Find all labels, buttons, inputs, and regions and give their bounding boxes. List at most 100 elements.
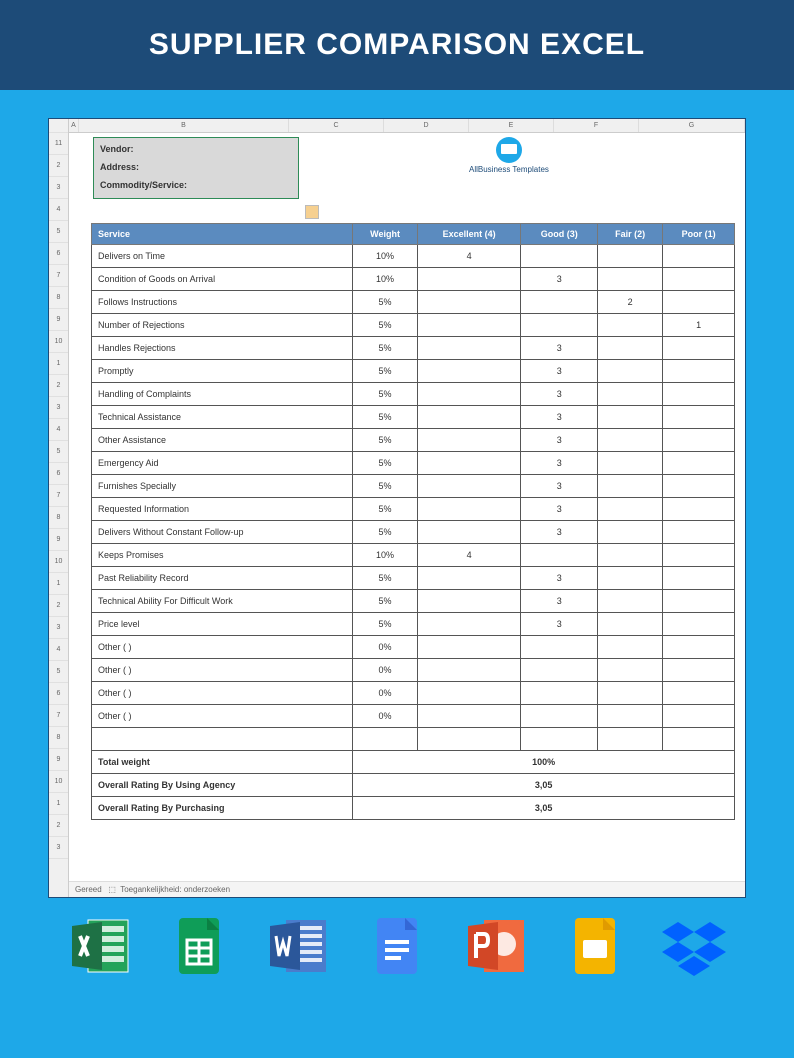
row-number[interactable]: 5 (49, 441, 68, 463)
table-cell[interactable]: 4 (417, 245, 520, 268)
table-cell[interactable] (353, 728, 418, 751)
table-cell[interactable] (598, 544, 663, 567)
table-cell[interactable]: 3 (521, 452, 598, 475)
sheets-icon[interactable] (167, 914, 231, 978)
docs-icon[interactable] (365, 914, 429, 978)
table-cell[interactable]: 3 (521, 475, 598, 498)
slides-icon[interactable] (563, 914, 627, 978)
table-cell[interactable]: Follows Instructions (92, 291, 353, 314)
table-cell[interactable] (663, 337, 735, 360)
table-cell[interactable]: 3 (521, 590, 598, 613)
table-cell[interactable] (598, 567, 663, 590)
table-cell[interactable]: Other Assistance (92, 429, 353, 452)
th-fair[interactable]: Fair (2) (598, 224, 663, 245)
table-cell[interactable]: Delivers Without Constant Follow-up (92, 521, 353, 544)
table-cell[interactable] (598, 682, 663, 705)
table-cell[interactable]: 5% (353, 314, 418, 337)
table-cell[interactable] (663, 682, 735, 705)
table-cell[interactable]: Requested Information (92, 498, 353, 521)
table-cell[interactable] (417, 636, 520, 659)
table-cell[interactable] (417, 521, 520, 544)
table-cell[interactable] (598, 728, 663, 751)
row-number[interactable]: 10 (49, 331, 68, 353)
table-cell[interactable]: Handles Rejections (92, 337, 353, 360)
table-cell[interactable]: 0% (353, 636, 418, 659)
table-cell[interactable] (598, 245, 663, 268)
table-cell[interactable] (598, 429, 663, 452)
row-number[interactable]: 3 (49, 177, 68, 199)
table-cell[interactable]: 5% (353, 475, 418, 498)
table-cell[interactable] (663, 475, 735, 498)
table-cell[interactable]: 3 (521, 337, 598, 360)
table-cell[interactable]: Handling of Complaints (92, 383, 353, 406)
table-cell[interactable]: Technical Assistance (92, 406, 353, 429)
table-cell[interactable]: Past Reliability Record (92, 567, 353, 590)
table-row[interactable]: Technical Assistance5% 3 (92, 406, 735, 429)
table-cell[interactable] (663, 728, 735, 751)
table-cell[interactable] (663, 383, 735, 406)
table-cell[interactable]: 5% (353, 590, 418, 613)
table-cell[interactable] (598, 268, 663, 291)
row-number[interactable]: 3 (49, 837, 68, 859)
row-number[interactable]: 2 (49, 595, 68, 617)
row-number[interactable]: 1 (49, 353, 68, 375)
row-number[interactable]: 4 (49, 639, 68, 661)
table-cell[interactable] (598, 705, 663, 728)
table-cell[interactable]: Emergency Aid (92, 452, 353, 475)
table-row[interactable]: Keeps Promises10%4 (92, 544, 735, 567)
table-cell[interactable] (417, 268, 520, 291)
table-cell[interactable] (598, 475, 663, 498)
table-cell[interactable] (417, 429, 520, 452)
table-cell[interactable] (417, 475, 520, 498)
table-cell[interactable]: 4 (417, 544, 520, 567)
col-G[interactable]: G (639, 119, 745, 132)
table-cell[interactable] (598, 452, 663, 475)
table-row[interactable] (92, 728, 735, 751)
table-cell[interactable]: 3 (521, 406, 598, 429)
table-cell[interactable]: 5% (353, 406, 418, 429)
table-cell[interactable] (663, 429, 735, 452)
vendor-info-box[interactable]: Vendor: Address: Commodity/Service: (93, 137, 299, 199)
th-poor[interactable]: Poor (1) (663, 224, 735, 245)
table-row[interactable]: Promptly5%3 (92, 360, 735, 383)
table-row[interactable]: Technical Ability For Difficult Work5% 3 (92, 590, 735, 613)
table-cell[interactable] (663, 498, 735, 521)
table-cell[interactable]: Price level (92, 613, 353, 636)
table-cell[interactable]: 0% (353, 705, 418, 728)
table-cell[interactable]: 5% (353, 498, 418, 521)
row-number[interactable]: 2 (49, 155, 68, 177)
table-cell[interactable] (663, 245, 735, 268)
row-number[interactable]: 6 (49, 463, 68, 485)
table-cell[interactable] (521, 291, 598, 314)
table-cell[interactable] (663, 544, 735, 567)
table-cell[interactable]: 0% (353, 659, 418, 682)
col-A[interactable]: A (69, 119, 79, 132)
table-cell[interactable] (663, 613, 735, 636)
table-cell[interactable]: Other ( ) (92, 682, 353, 705)
table-row[interactable]: Other ( )0% (92, 659, 735, 682)
th-service[interactable]: Service (92, 224, 353, 245)
row-number[interactable]: 9 (49, 749, 68, 771)
table-cell[interactable]: 5% (353, 383, 418, 406)
table-cell[interactable] (598, 659, 663, 682)
table-cell[interactable]: Other ( ) (92, 659, 353, 682)
row-number[interactable]: 7 (49, 485, 68, 507)
row-number[interactable]: 10 (49, 771, 68, 793)
table-cell[interactable]: Delivers on Time (92, 245, 353, 268)
table-row[interactable]: Condition of Goods on Arrival10%3 (92, 268, 735, 291)
table-cell[interactable]: Technical Ability For Difficult Work (92, 590, 353, 613)
row-number[interactable]: 1 (49, 793, 68, 815)
table-cell[interactable] (417, 590, 520, 613)
table-row[interactable]: Past Reliability Record5%3 (92, 567, 735, 590)
table-row[interactable]: Handling of Complaints5%3 (92, 383, 735, 406)
row-number[interactable]: 7 (49, 265, 68, 287)
table-cell[interactable]: Other ( ) (92, 636, 353, 659)
row-number[interactable]: 3 (49, 617, 68, 639)
table-cell[interactable] (663, 636, 735, 659)
table-cell[interactable]: Promptly (92, 360, 353, 383)
table-cell[interactable] (521, 636, 598, 659)
table-cell[interactable]: Keeps Promises (92, 544, 353, 567)
table-cell[interactable] (598, 498, 663, 521)
table-cell[interactable]: 0% (353, 682, 418, 705)
table-row[interactable]: Requested Information5%3 (92, 498, 735, 521)
